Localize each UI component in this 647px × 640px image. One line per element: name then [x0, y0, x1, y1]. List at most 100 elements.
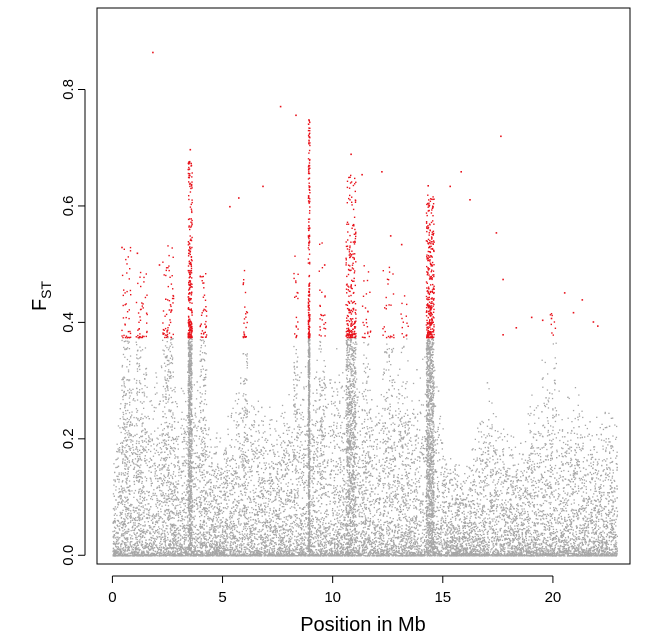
background-point	[577, 443, 579, 445]
background-point	[158, 536, 160, 538]
background-point	[269, 494, 272, 496]
background-point	[222, 472, 224, 474]
background-point	[400, 446, 402, 448]
background-point	[213, 515, 215, 518]
background-point	[233, 470, 235, 472]
background-point	[230, 473, 232, 475]
background-point	[311, 501, 313, 503]
background-point	[257, 510, 259, 513]
background-point	[197, 389, 199, 392]
background-point	[365, 544, 368, 546]
background-point	[298, 526, 300, 528]
background-point	[303, 539, 305, 541]
background-point	[506, 480, 508, 483]
background-point	[351, 513, 353, 515]
background-point	[595, 523, 597, 525]
background-point	[544, 552, 546, 554]
background-point	[358, 456, 361, 458]
background-point	[434, 500, 436, 503]
background-point	[549, 513, 551, 515]
background-point	[396, 396, 398, 398]
background-point	[284, 425, 286, 427]
background-point	[392, 549, 394, 552]
background-point	[392, 484, 394, 486]
background-point	[180, 520, 182, 522]
background-point	[524, 441, 527, 443]
background-point	[271, 526, 273, 528]
background-point	[137, 516, 139, 518]
background-point	[544, 500, 546, 502]
background-point	[477, 511, 479, 513]
background-point	[557, 521, 559, 523]
background-point	[584, 515, 586, 517]
background-point	[552, 531, 555, 533]
background-point	[146, 544, 148, 546]
background-point	[615, 463, 617, 465]
background-point	[195, 455, 197, 458]
background-point	[605, 520, 607, 522]
background-point	[114, 513, 116, 515]
background-point	[532, 484, 534, 486]
background-point	[137, 459, 139, 461]
plot-frame	[96, 7, 631, 565]
background-point	[367, 463, 369, 465]
background-point	[546, 389, 549, 391]
background-point	[593, 448, 595, 451]
background-point	[582, 537, 584, 539]
background-point	[258, 543, 260, 545]
background-point	[426, 456, 428, 458]
background-point	[174, 539, 176, 541]
background-point	[578, 467, 581, 469]
background-point	[494, 537, 496, 539]
background-point	[329, 500, 331, 502]
background-point	[260, 548, 263, 550]
background-point	[144, 521, 146, 523]
background-point	[235, 427, 238, 429]
background-point	[123, 505, 126, 508]
background-point	[498, 479, 500, 481]
background-point	[320, 530, 322, 532]
background-point	[536, 466, 538, 468]
background-point	[609, 472, 611, 474]
background-point	[295, 541, 297, 543]
background-point	[572, 532, 574, 534]
background-point	[319, 550, 322, 552]
background-point	[536, 536, 538, 539]
background-point	[388, 369, 390, 371]
background-point	[336, 388, 338, 390]
background-point	[196, 544, 198, 546]
background-point	[601, 540, 603, 542]
background-point	[176, 510, 178, 512]
background-point	[405, 423, 407, 425]
background-point	[227, 547, 229, 549]
background-point	[168, 397, 170, 399]
background-point	[379, 511, 382, 514]
background-point	[323, 382, 325, 384]
background-point	[460, 545, 462, 547]
background-point	[268, 544, 271, 546]
background-point	[586, 518, 588, 520]
background-point	[204, 446, 206, 448]
background-point	[341, 437, 343, 439]
background-point	[272, 445, 274, 447]
background-point	[151, 528, 153, 530]
background-point	[196, 551, 198, 553]
background-point	[317, 441, 319, 444]
background-point	[400, 531, 402, 534]
background-point	[306, 466, 309, 469]
background-point	[277, 547, 279, 549]
background-point	[333, 424, 335, 426]
background-point	[131, 548, 133, 550]
background-point	[611, 491, 613, 494]
background-point	[485, 551, 488, 554]
background-point	[602, 428, 605, 431]
background-point	[172, 412, 174, 414]
background-point	[367, 446, 369, 448]
background-point	[134, 533, 136, 535]
background-point	[159, 489, 161, 492]
background-point	[515, 538, 518, 541]
background-point	[178, 529, 180, 532]
background-point	[369, 537, 371, 540]
background-point	[160, 459, 162, 461]
background-point	[337, 545, 339, 547]
